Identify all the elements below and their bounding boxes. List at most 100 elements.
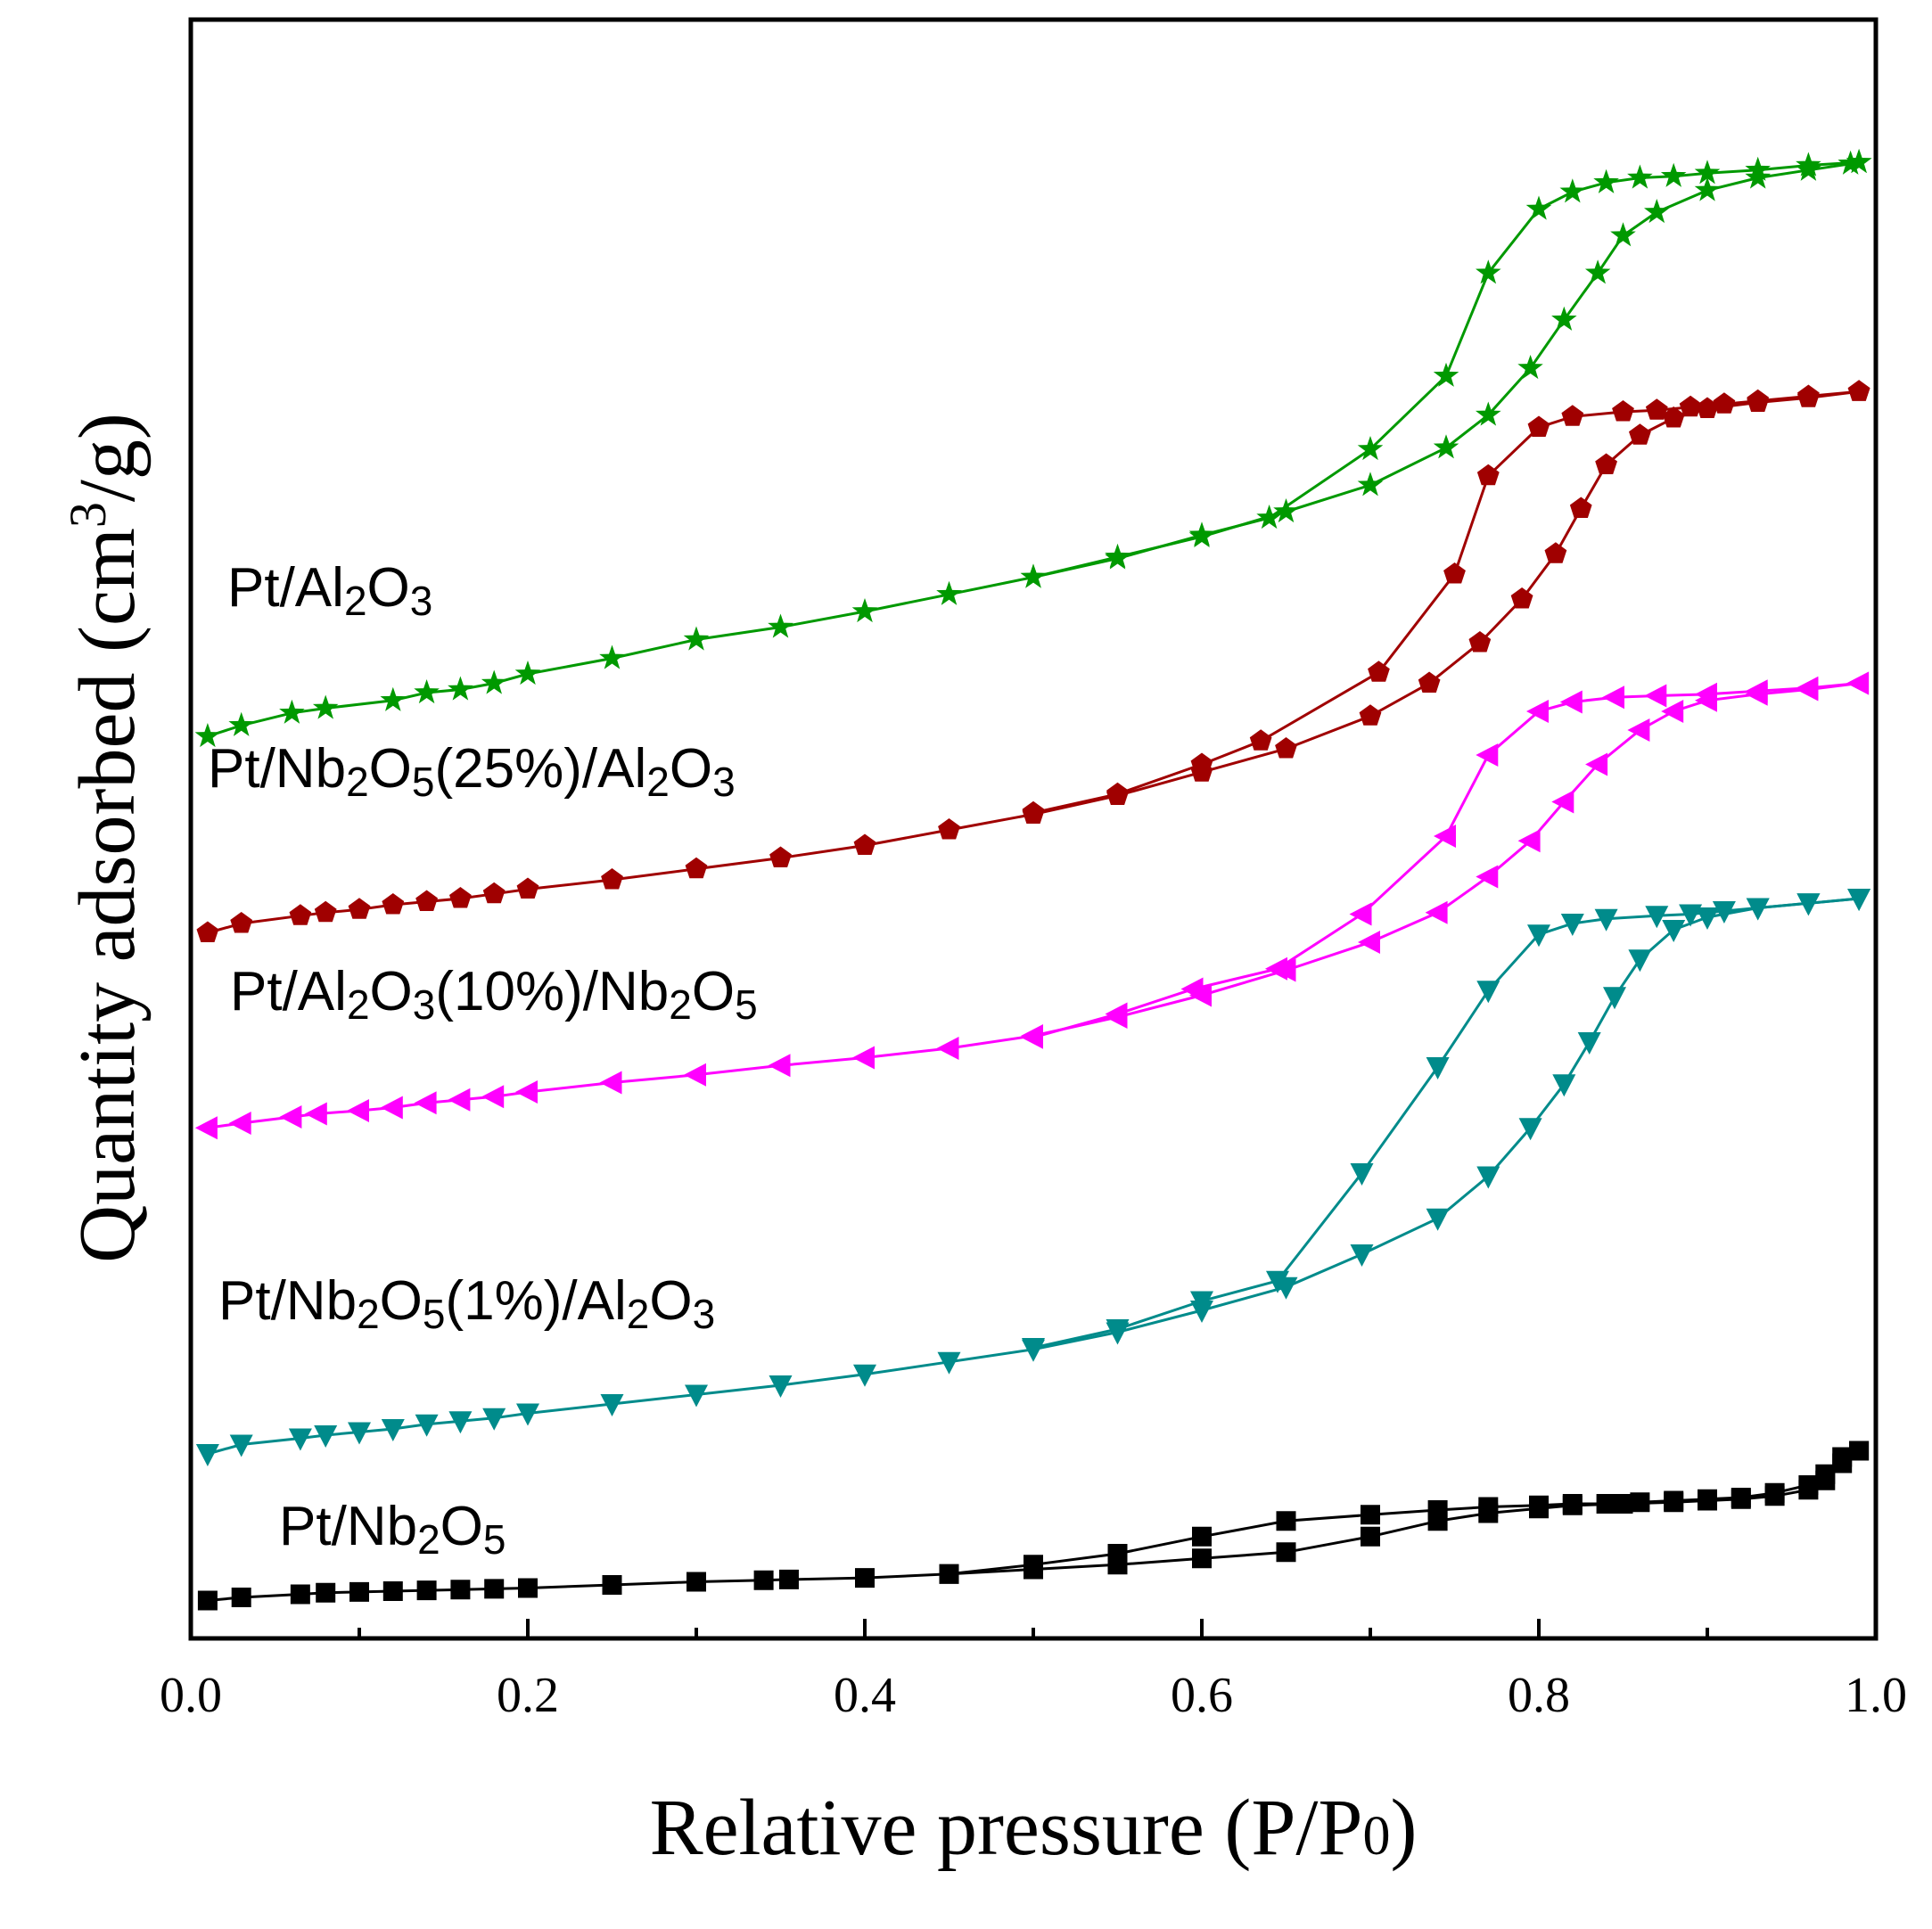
data-point [196,921,219,942]
data-point [1679,904,1703,927]
data-point [939,1564,959,1584]
data-point [1612,400,1634,422]
data-point [1105,545,1130,570]
data-point [197,1590,218,1611]
data-point [851,598,878,623]
data-point [1357,472,1384,497]
data-point [1798,1475,1819,1495]
data-point [1662,406,1685,428]
data-point [1517,355,1543,380]
data-point [516,1403,539,1426]
data-point [1660,162,1687,187]
data-point [1745,679,1768,703]
data-point [316,1582,336,1603]
data-point [852,1046,875,1070]
data-point [1433,362,1459,387]
data-point [1797,384,1820,406]
data-point [853,1364,876,1387]
data-point [938,818,960,840]
data-point [1249,729,1272,751]
data-point [415,1414,439,1437]
x-tick-label: 0.8 [1508,1668,1570,1723]
plot-frame [188,17,1879,1641]
data-point [1551,790,1574,814]
data-point [1190,752,1213,774]
x-tick-label: 1.0 [1845,1668,1907,1723]
data-point [1552,1074,1576,1097]
data-point [1746,898,1770,921]
series-line-desorption [1032,682,1860,1039]
data-point [1569,497,1592,518]
series-layer [194,149,1872,1611]
data-point [685,1384,708,1408]
data-point [348,1422,371,1445]
series-line-desorption [1032,160,1860,579]
data-point [1434,825,1456,848]
data-point [1847,380,1870,401]
data-point [1594,908,1618,932]
data-point [1796,893,1821,916]
data-point [1358,931,1380,954]
data-point [768,613,793,638]
data-point [1585,752,1608,776]
data-point [1021,1025,1043,1049]
data-point [382,893,405,915]
data-point [1425,900,1448,924]
data-point [1359,704,1382,726]
data-point [314,900,337,923]
data-point [683,626,710,651]
data-point [1022,800,1045,823]
data-point [348,898,371,919]
data-point [1476,865,1499,889]
data-point [1731,1488,1751,1507]
data-point [1180,977,1204,1001]
data-point [1698,1489,1717,1509]
series-pt-nb2o5-1-al2o3 [195,889,1871,1466]
data-point [1629,423,1651,445]
data-point [312,694,339,719]
data-point [1368,661,1390,682]
x-tick-label: 0.6 [1171,1668,1233,1723]
series-pt-nb2o5-25-al2o3 [196,380,1870,942]
series-line-desorption [1032,390,1860,815]
data-point [936,1037,959,1060]
data-point [481,1085,505,1109]
data-point [1476,401,1501,426]
data-point [1276,1511,1296,1531]
data-point [1596,1494,1616,1514]
data-point [1525,195,1552,220]
data-point [382,1581,403,1601]
data-point [1695,682,1717,706]
axis-ticks [189,1619,1878,1638]
data-point [1427,1500,1448,1520]
data-point [1628,949,1652,973]
data-point [1661,700,1684,723]
series-line-desorption [1032,897,1860,1350]
data-point [1764,1482,1785,1503]
data-point [484,1579,505,1599]
data-point [1022,1338,1045,1360]
data-point [1266,1270,1289,1293]
data-point [1426,1057,1450,1079]
data-point [195,1444,219,1466]
data-point [1256,505,1282,529]
data-point [686,1572,706,1592]
data-point [1265,956,1287,981]
data-point [1832,1447,1853,1467]
data-point [853,833,876,855]
series-line-adsorption [207,1449,1860,1602]
x-tick-label: 0.4 [834,1668,896,1723]
data-point [194,723,221,748]
data-point [753,1570,774,1590]
data-point [449,887,472,908]
data-point [1747,389,1770,411]
data-point [1275,737,1297,759]
data-point [1273,498,1299,523]
data-point [769,846,792,867]
data-point [1694,176,1721,201]
label-pt-nb2o5-25-al2o3: Pt/Nb2O5(25%)/Al2O3 [208,738,736,805]
data-point [482,882,506,904]
data-point [1350,1244,1374,1267]
data-point [1593,168,1619,193]
